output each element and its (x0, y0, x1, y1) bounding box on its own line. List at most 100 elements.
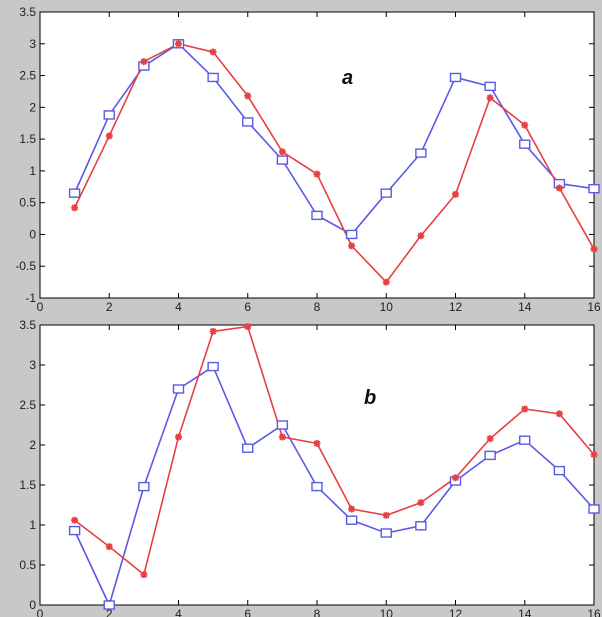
series-2-line-b (74, 325, 595, 576)
series-1-point-a (242, 117, 254, 127)
series-1-point-b (207, 361, 219, 372)
series-2-point-a (555, 184, 563, 192)
x-tick-label-b: 2 (106, 607, 113, 617)
x-tick-label-b: 4 (175, 607, 182, 617)
x-tick-label-a: 8 (314, 300, 321, 314)
y-tick-label-a: 3 (29, 37, 36, 51)
y-tick-label-a: 1.5 (19, 132, 36, 146)
series-2-point-b (140, 571, 148, 579)
y-tick-label-b: 0 (29, 598, 36, 612)
x-tick-label-a: 6 (244, 300, 251, 314)
series-1-point-a (207, 72, 219, 83)
y-tick-label-b: 1 (29, 518, 36, 532)
y-axis-a: -1 -0.5 0 0.5 1 1.5 2 2.5 3 3.5 (15, 5, 594, 305)
y-tick-label-b: 2 (29, 438, 36, 452)
series-2-point-a (348, 242, 356, 250)
series-2-point-a (175, 40, 182, 48)
plot-area-b (39, 324, 595, 606)
series-2-point-b (417, 499, 425, 507)
series-2-point-a (590, 245, 598, 253)
series-1-point-b (588, 504, 600, 514)
series-1-point-b (311, 481, 323, 492)
y-tick-label-b: 2.5 (19, 398, 36, 412)
series-2-point-b (486, 435, 494, 443)
series-1-point-b (415, 521, 427, 531)
series-1-point-a (103, 110, 115, 120)
series-2-point-b (590, 451, 598, 459)
series-1-point-b (276, 420, 289, 430)
series-1-point-b (519, 435, 531, 445)
series-2-point-a (486, 94, 494, 102)
series-1-point-a (380, 188, 392, 198)
series-1-point-b (172, 384, 185, 394)
y-tick-label-b: 0.5 (19, 558, 36, 572)
series-1-point-a (68, 188, 81, 198)
y-tick-label-b: 3.5 (19, 318, 36, 332)
series-2-point-b (452, 474, 459, 482)
series-1-point-b (242, 443, 254, 453)
series-markers-b (68, 323, 600, 610)
series-2-point-b (382, 511, 390, 519)
x-tick-label-b: 14 (518, 607, 532, 617)
series-1-point-a (276, 155, 289, 165)
series-2-point-a (382, 278, 390, 286)
series-1-point-b (380, 528, 392, 538)
x-tick-label-b: 16 (587, 607, 601, 617)
series-2-point-a (278, 148, 286, 156)
y-tick-label-b: 3 (29, 358, 36, 372)
x-tick-label-a: 0 (37, 300, 44, 314)
series-2-point-b (313, 439, 321, 447)
x-tick-label-b: 0 (37, 607, 44, 617)
series-1-point-a (588, 183, 600, 194)
plot-area-a (39, 11, 595, 299)
x-tick-label-a: 14 (518, 300, 532, 314)
y-tick-label-a: -0.5 (15, 259, 36, 273)
series-1-point-a (484, 81, 496, 92)
series-1-point-b (103, 600, 115, 610)
x-tick-label-b: 10 (380, 607, 394, 617)
y-tick-label-a: -1 (25, 291, 36, 305)
y-tick-label-a: 1 (29, 164, 36, 178)
series-1-point-a (345, 229, 358, 240)
x-axis-b: 0 2 4 6 8 10 12 14 16 (37, 325, 601, 617)
series-1-point-b (484, 450, 496, 461)
y-tick-label-a: 2 (29, 100, 36, 114)
series-2-point-a (417, 232, 425, 240)
y-tick-label-a: 3.5 (19, 5, 36, 19)
x-tick-label-a: 4 (175, 300, 182, 314)
x-tick-label-a: 2 (106, 300, 113, 314)
x-tick-label-b: 12 (449, 607, 463, 617)
chart-panel-a: -1 -0.5 0 0.5 1 1.5 2 2.5 3 3.5 0 2 4 6 8 10 12 14 16 a (15, 5, 601, 314)
x-tick-label-a: 10 (380, 300, 394, 314)
chart-panel-b: 0 0.5 1 1.5 2 2.5 3 3.5 0 2 4 6 8 10 12 14 16 b (19, 318, 601, 617)
series-1-point-b (553, 465, 566, 476)
series-2-point-b (348, 505, 356, 513)
series-lines-a (73, 42, 595, 283)
series-2-point-b (244, 323, 252, 331)
y-axis-b: 0 0.5 1 1.5 2 2.5 3 3.5 (19, 318, 594, 612)
y-tick-label-a: 0 (29, 227, 36, 241)
series-markers-a (68, 39, 600, 286)
panel-label-b: b (364, 387, 376, 409)
series-2-point-a (71, 204, 79, 212)
series-2-point-b (71, 516, 79, 524)
series-1-line-b (73, 365, 595, 606)
x-tick-label-b: 8 (314, 607, 321, 617)
series-1-line-a (73, 42, 595, 236)
panel-label-a: a (342, 67, 353, 89)
series-1-point-b (138, 481, 150, 492)
x-tick-label-a: 12 (449, 300, 463, 314)
series-2-point-a (313, 170, 321, 178)
series-1-point-b (68, 525, 81, 536)
series-2-point-b (555, 410, 563, 418)
series-lines-b (73, 325, 595, 606)
series-2-point-b (521, 405, 529, 413)
series-2-point-b (278, 433, 286, 441)
series-1-point-a (415, 148, 427, 158)
y-tick-label-a: 2.5 (19, 69, 36, 83)
series-1-point-a (311, 210, 323, 221)
series-2-point-b (175, 433, 182, 441)
x-tick-label-b: 6 (244, 607, 251, 617)
series-1-point-b (345, 515, 358, 525)
